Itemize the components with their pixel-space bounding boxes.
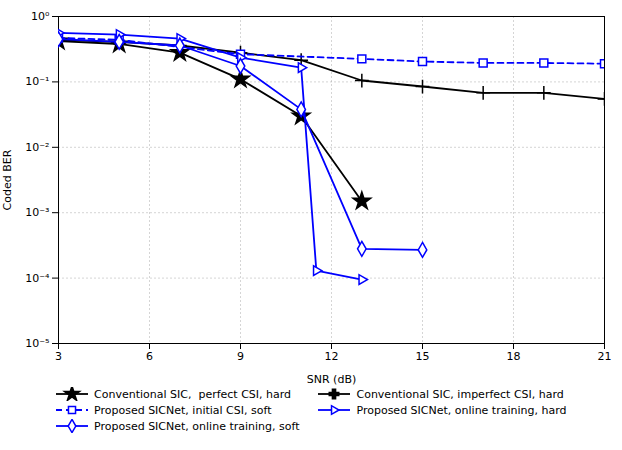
svg-text:12: 12 — [325, 350, 339, 363]
svg-text:10⁻⁴: 10⁻⁴ — [25, 272, 50, 285]
svg-text:10⁻¹: 10⁻¹ — [25, 75, 49, 88]
svg-text:SNR (dB): SNR (dB) — [307, 373, 356, 386]
svg-text:Coded BER: Coded BER — [1, 149, 14, 210]
svg-text:15: 15 — [416, 350, 430, 363]
svg-text:21: 21 — [598, 350, 612, 363]
html-text:Conventional SIC, imperfect CS: Conventional SIC, imperfect CSI, hard — [356, 387, 564, 401]
svg-text:18: 18 — [507, 350, 521, 363]
html-text:Proposed SICNet, online traini: Proposed SICNet, online training, soft — [94, 419, 300, 433]
html-text:Conventional SIC, perfect CSI,: Conventional SIC, perfect CSI, hard — [94, 387, 292, 401]
svg-text:3: 3 — [55, 350, 62, 363]
html-text:Proposed SICNet, initial CSI,: Proposed SICNet, initial CSI, soft — [94, 403, 272, 417]
svg-text:10⁻²: 10⁻² — [25, 141, 49, 154]
svg-text:10⁻⁵: 10⁻⁵ — [25, 337, 49, 350]
svg-text:9: 9 — [237, 350, 244, 363]
html-text:Proposed SICNet, online traini: Proposed SICNet, online training, hard — [356, 403, 567, 417]
svg-text:6: 6 — [146, 350, 153, 363]
svg-text:10⁰: 10⁰ — [31, 10, 50, 23]
svg-text:10⁻³: 10⁻³ — [25, 206, 49, 219]
